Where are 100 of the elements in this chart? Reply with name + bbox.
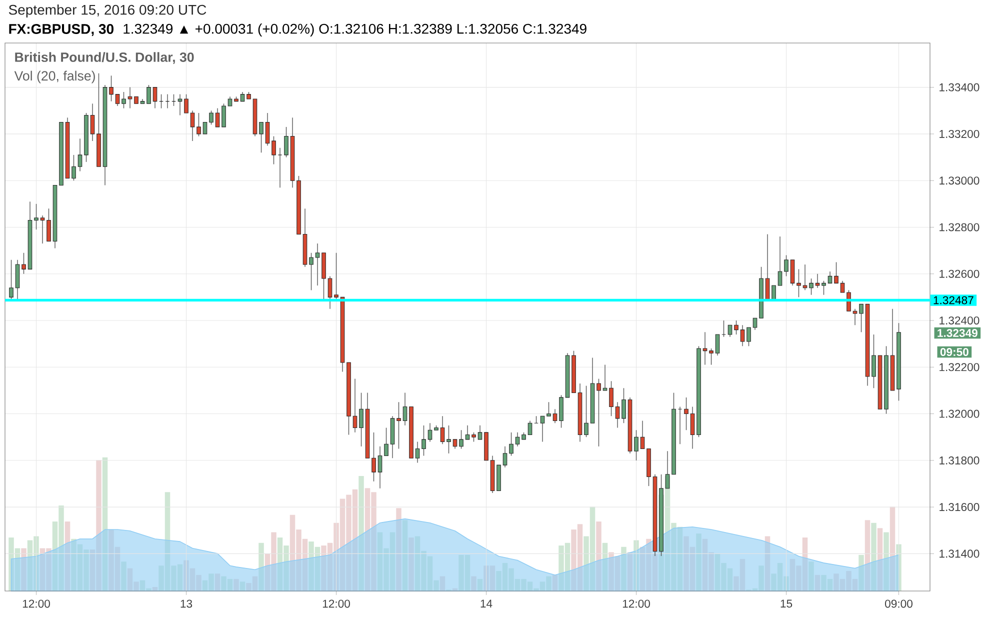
candlestick [472,432,476,442]
candlestick [552,408,558,424]
bar [64,521,70,591]
candlestick [596,378,601,447]
y-tick-label: 1.32200 [940,363,980,372]
y-tick-label: 1.31600 [940,503,980,512]
candlestick [178,94,182,116]
candlestick [15,260,20,300]
bar [621,546,626,591]
candlestick [834,262,838,284]
candlestick [440,416,445,444]
x-tick-label: 12:00 [322,600,350,608]
candlestick [528,420,532,436]
candlestick [396,402,401,450]
candlestick [622,388,626,424]
bar [552,574,558,591]
text: September 15, 2016 09:20 UTC [8,4,206,18]
candlestick [146,84,151,104]
candlestick [415,441,420,464]
bar [440,576,446,591]
candlestick [690,406,695,450]
candlestick [428,422,432,442]
x-tick-label: 12:00 [622,600,650,608]
bar [871,522,876,591]
candlestick [240,92,245,102]
bar [864,520,870,591]
bar [471,576,476,591]
candlestick [378,446,382,489]
candlestick [840,280,845,293]
bar [696,534,702,591]
candlestick [584,385,588,438]
bar [402,520,408,591]
bar [21,548,26,591]
y-tick-label: 1.32000 [940,410,980,418]
candlestick [222,103,226,128]
candlestick [540,416,545,442]
y-tick-label: 1.33000 [940,176,980,185]
candlestick [790,260,795,286]
bar [102,457,108,591]
candlestick [546,402,551,416]
bar [814,574,820,591]
candlestick [515,432,520,447]
candlestick [715,334,720,356]
candlestick [78,138,82,172]
candlestick [822,280,826,296]
candlestick [702,332,708,366]
ref-line-label: 1.32487 [934,296,974,304]
candlestick [815,274,820,288]
bar [896,544,902,591]
bar [214,574,220,591]
candlestick [772,285,776,300]
candlestick [34,204,38,230]
candlestick [784,254,788,277]
candlestick [502,446,508,468]
candlestick [765,234,770,300]
candlestick [740,324,745,346]
bar [808,562,814,591]
candlestick [640,420,645,450]
candlestick [446,425,451,454]
bar [634,540,639,591]
text: 1.32349 [938,328,978,338]
candlestick [828,271,832,284]
candlestick [602,364,608,391]
candlestick [228,96,232,106]
y-tick-label: 1.31800 [940,456,980,464]
candlestick [278,148,282,188]
candlestick [190,110,195,142]
candlestick [509,432,514,456]
candlestick [734,320,738,335]
candlestick [778,236,782,286]
candlestick [809,278,814,296]
candlestick [22,252,26,274]
chart-title: FX:GBPUSD, 30 [9,24,114,36]
candlestick [46,208,51,242]
candlestick [40,215,45,244]
y-tick-label: 1.32400 [940,316,980,325]
candlestick [746,327,751,346]
candlestick [452,439,458,450]
candlestick [309,252,314,291]
bar [764,536,770,591]
candlestick [372,432,376,482]
candlestick [615,402,620,428]
candlestick [609,380,614,416]
annotation: Vol (20, false) [14,70,95,84]
candlestick [202,122,208,134]
bar [884,532,889,591]
candlestick [284,126,288,158]
candlestick [115,94,120,106]
candlestick [72,154,76,181]
bar [602,542,608,591]
candlestick [90,103,95,142]
candlestick [709,348,714,366]
candlestick [422,425,426,456]
y-tick-label: 1.32600 [940,270,980,278]
candlestick [752,318,758,330]
annotation: British Pound/U.S. Dollar, 30 [15,52,194,64]
candlestick [196,112,201,137]
bar [596,521,602,591]
bar [877,528,883,591]
candlestick [352,378,358,433]
